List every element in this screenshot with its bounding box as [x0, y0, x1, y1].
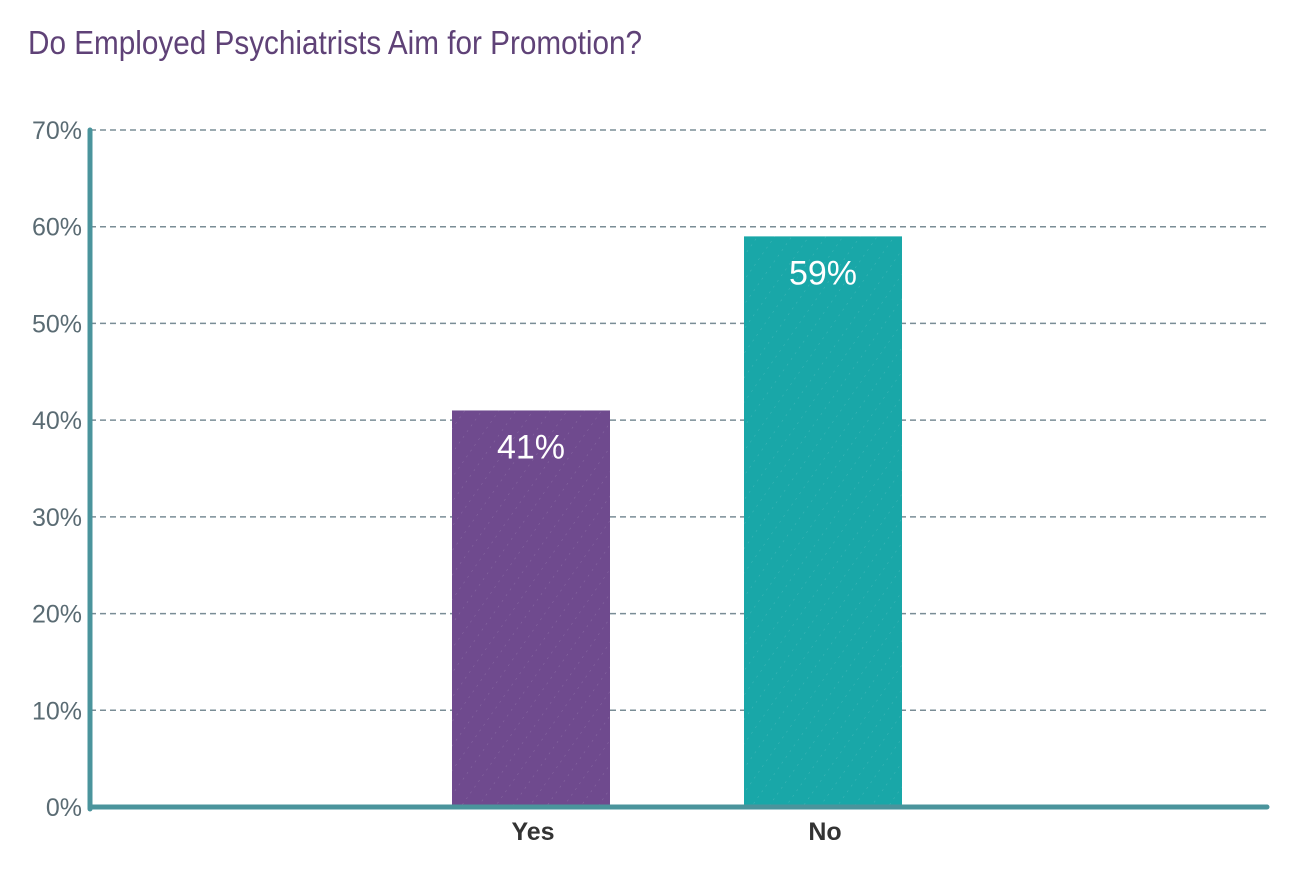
bar-texture: [744, 236, 902, 807]
y-tick-label: 10%: [32, 697, 82, 725]
y-tick-label: 70%: [32, 117, 82, 145]
x-tick-label: No: [808, 818, 841, 846]
y-tick-label: 0%: [46, 794, 82, 822]
y-tick-label: 40%: [32, 407, 82, 435]
y-tick-label: 60%: [32, 214, 82, 242]
y-tick-label: 30%: [32, 504, 82, 532]
data-label: 41%: [497, 428, 565, 466]
y-tick-label: 50%: [32, 310, 82, 338]
y-tick-label: 20%: [32, 601, 82, 629]
chart-title: Do Employed Psychiatrists Aim for Promot…: [28, 24, 643, 61]
x-tick-label: Yes: [511, 818, 554, 846]
data-label: 59%: [789, 254, 857, 292]
bar-texture: [452, 410, 610, 807]
